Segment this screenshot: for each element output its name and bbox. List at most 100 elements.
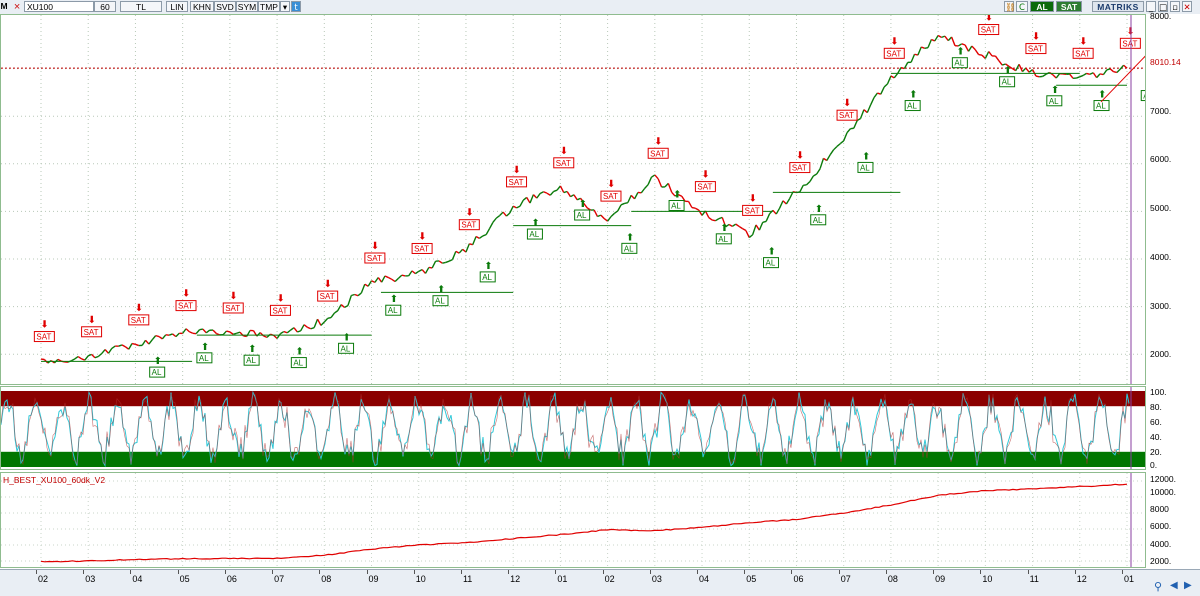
sell-arrow-icon: ⬇ bbox=[607, 179, 615, 190]
price-segment bbox=[817, 169, 820, 174]
price-segment bbox=[75, 357, 78, 359]
price-segment bbox=[601, 215, 604, 219]
price-segment bbox=[1090, 73, 1093, 75]
price-segment bbox=[102, 350, 105, 354]
price-segment bbox=[1076, 77, 1079, 78]
dropdown-arrow-icon[interactable]: ▾ bbox=[280, 1, 290, 12]
sell-signal-label: SAT bbox=[603, 192, 618, 201]
sell-arrow-icon: ⬇ bbox=[749, 193, 757, 204]
price-segment bbox=[1087, 73, 1090, 74]
price-segment bbox=[544, 192, 547, 193]
sym-button[interactable]: SYM bbox=[236, 1, 258, 12]
price-segment bbox=[206, 330, 209, 333]
price-segment bbox=[135, 344, 138, 345]
buy-signal-label: AL bbox=[813, 216, 823, 225]
x-tick-label: 07 bbox=[841, 574, 851, 584]
price-segment bbox=[854, 121, 857, 129]
buy-arrow-icon: ⬆ bbox=[1004, 66, 1012, 77]
sat-button[interactable]: SAT bbox=[1056, 1, 1082, 12]
lin-button[interactable]: LIN bbox=[166, 1, 188, 12]
price-segment bbox=[355, 294, 358, 295]
close-icon[interactable]: ⨯ bbox=[10, 1, 24, 12]
equity-panel[interactable] bbox=[0, 472, 1146, 568]
x-tick bbox=[839, 570, 840, 574]
equity-chart[interactable] bbox=[1, 473, 1146, 568]
price-segment bbox=[537, 193, 540, 198]
price-segment bbox=[712, 220, 715, 221]
buy-signal-label: AL bbox=[529, 230, 539, 239]
price-segment bbox=[871, 98, 874, 105]
price-segment bbox=[361, 284, 364, 293]
oscillator-chart[interactable] bbox=[1, 387, 1146, 470]
sell-arrow-icon: ⬇ bbox=[843, 98, 851, 109]
price-segment bbox=[415, 271, 418, 273]
sell-signal-label: SAT bbox=[981, 26, 996, 35]
buy-arrow-icon: ⬆ bbox=[437, 285, 445, 296]
price-segment bbox=[304, 325, 307, 328]
sell-arrow-icon: ⬇ bbox=[371, 241, 379, 252]
price-segment bbox=[351, 294, 354, 295]
buy-arrow-icon: ⬆ bbox=[909, 90, 917, 101]
price-segment bbox=[402, 275, 405, 276]
price-segment bbox=[385, 276, 388, 278]
price-segment bbox=[995, 56, 998, 61]
sell-arrow-icon: ⬇ bbox=[796, 151, 804, 162]
sell-arrow-icon: ⬇ bbox=[560, 146, 568, 157]
x-tick-label: 08 bbox=[321, 574, 331, 584]
price-segment bbox=[979, 55, 982, 56]
x-tick-label: 06 bbox=[227, 574, 237, 584]
twitter-icon[interactable]: t bbox=[291, 1, 301, 12]
al-button[interactable]: AL bbox=[1030, 1, 1054, 12]
osc-tick: 40. bbox=[1150, 432, 1162, 442]
symbol-input[interactable]: XU100 bbox=[24, 1, 94, 12]
oscillator-panel[interactable] bbox=[0, 386, 1146, 470]
price-segment bbox=[1016, 64, 1019, 70]
price-segment bbox=[71, 359, 74, 361]
price-segment bbox=[574, 195, 577, 200]
price-segment bbox=[1117, 69, 1120, 72]
price-chart[interactable]: ⬇SAT⬇SAT⬇SAT⬆AL⬇SAT⬆AL⬇SAT⬆AL⬇SAT⬆AL⬇SAT… bbox=[1, 15, 1146, 385]
scroll-left-icon[interactable]: ◀ bbox=[1170, 580, 1178, 591]
link-icon[interactable]: ⛓ bbox=[1004, 1, 1014, 12]
khn-button[interactable]: KHN bbox=[190, 1, 214, 12]
price-segment bbox=[766, 214, 769, 221]
price-axis: 8000. 7000. 6000. 5000. 4000. 3000. 2000… bbox=[1146, 14, 1200, 385]
scroll-right-icon[interactable]: ▶ bbox=[1184, 580, 1192, 591]
price-segment bbox=[942, 36, 945, 37]
price-segment bbox=[503, 212, 506, 216]
price-segment bbox=[422, 270, 425, 274]
price-segment bbox=[442, 262, 445, 263]
buy-arrow-icon: ⬆ bbox=[295, 347, 303, 358]
price-segment bbox=[547, 193, 550, 195]
tmp-button[interactable]: TMP bbox=[258, 1, 280, 12]
equity-tick: 2000. bbox=[1150, 556, 1171, 566]
svd-button[interactable]: SVD bbox=[214, 1, 236, 12]
zoom-icon[interactable]: ⚲ bbox=[1154, 580, 1162, 593]
price-segment bbox=[375, 278, 378, 283]
price-segment bbox=[867, 105, 870, 113]
period-selector[interactable]: 60 bbox=[94, 1, 116, 12]
price-segment bbox=[112, 346, 115, 348]
sell-signal-label: SAT bbox=[36, 333, 51, 342]
currency-selector[interactable]: TL bbox=[120, 1, 162, 12]
price-segment bbox=[318, 319, 321, 325]
sell-arrow-icon: ⬇ bbox=[229, 291, 237, 302]
price-segment bbox=[857, 118, 860, 120]
price-segment bbox=[911, 54, 914, 62]
buy-arrow-icon: ⬆ bbox=[1051, 85, 1059, 96]
refresh-icon[interactable]: C bbox=[1016, 1, 1028, 12]
sell-signal-label: SAT bbox=[414, 244, 429, 253]
price-segment bbox=[881, 87, 884, 94]
price-segment bbox=[510, 206, 513, 213]
price-segment bbox=[399, 275, 402, 278]
close-window-icon[interactable]: ✕ bbox=[1182, 1, 1192, 12]
restore-icon[interactable]: ▫ bbox=[1170, 1, 1180, 12]
sell-signal-label: SAT bbox=[320, 292, 335, 301]
price-segment bbox=[439, 261, 442, 263]
price-segment bbox=[287, 330, 290, 333]
price-segment bbox=[800, 185, 803, 192]
osc-tick: 0. bbox=[1150, 460, 1157, 470]
price-segment bbox=[695, 208, 698, 210]
price-panel[interactable]: ⬇SAT⬇SAT⬇SAT⬆AL⬇SAT⬆AL⬇SAT⬆AL⬇SAT⬆AL⬇SAT… bbox=[0, 14, 1146, 385]
